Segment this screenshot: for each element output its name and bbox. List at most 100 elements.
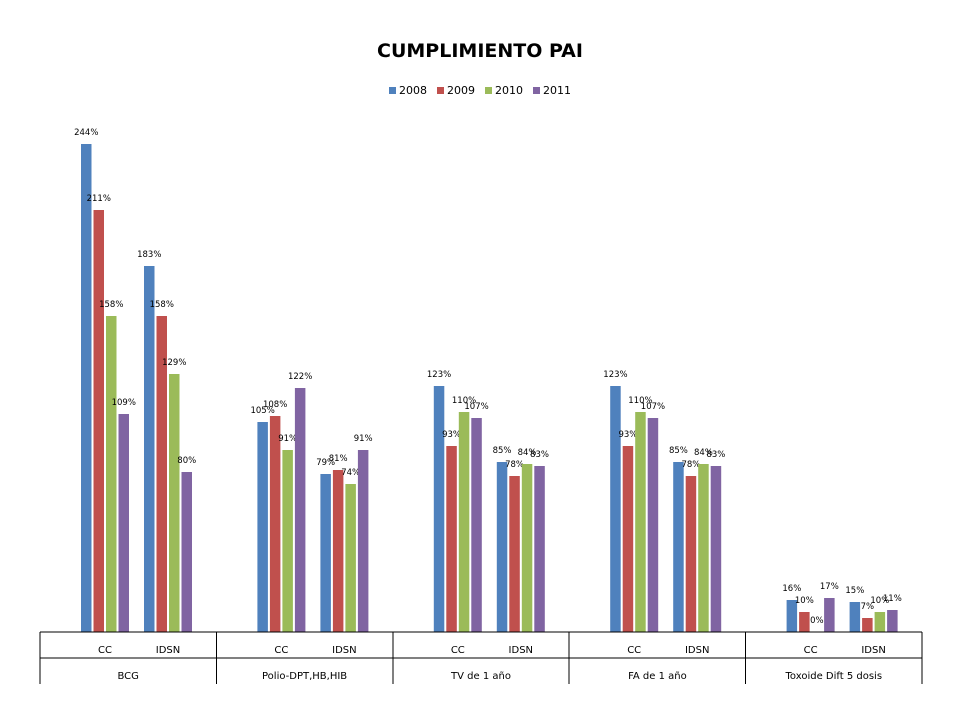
data-label-2010-3: 74% [341,468,360,478]
legend-label-2010: 2010 [495,84,523,97]
bar-2010-4 [458,412,470,632]
bar-2009-5 [509,476,520,632]
bar-2010-5 [521,464,533,632]
data-label-2011-0: 109% [112,398,136,408]
data-label-2008-3: 79% [316,458,335,468]
data-label-2008-6: 123% [603,370,627,380]
bar-2010-2 [282,450,293,632]
data-label-2008-8: 16% [782,584,801,594]
legend-swatch-2010 [485,87,492,94]
tick-label-cc-2: CC [451,645,465,656]
bar-2010-6 [635,412,646,632]
data-label-2010-0: 158% [99,300,123,310]
bar-2008-9 [849,602,861,632]
data-label-2010-5: 84% [518,448,537,458]
bar-2009-0 [93,210,104,632]
data-label-2010-9: 10% [870,596,889,606]
data-label-2010-6: 110% [628,396,652,406]
data-label-2008-7: 85% [669,446,688,456]
bar-2011-5 [534,466,545,632]
data-label-2009-2: 108% [263,400,287,410]
data-label-2011-7: 83% [706,450,725,460]
bar-2011-8 [824,598,835,632]
bar-2008-7 [673,462,684,632]
legend-swatch-2011 [533,87,540,94]
bar-2010-9 [874,612,886,632]
legend-label-2011: 2011 [543,84,571,97]
bar-2011-9 [887,610,898,632]
bar-2011-6 [647,418,659,632]
data-label-2009-4: 93% [442,430,461,440]
tick-label-cc-1: CC [274,645,288,656]
data-label-2010-8: 0% [810,616,824,626]
legend-label-2009: 2009 [447,84,475,97]
group-label-3: FA de 1 año [628,671,687,682]
bar-2009-4 [446,446,457,632]
legend-swatch-2008 [389,87,396,94]
tick-label-idsn-3: IDSN [685,645,709,656]
group-label-1: Polio-DPT,HB,HIB [262,671,347,682]
bar-2009-7 [685,476,697,632]
data-label-2009-3: 81% [329,454,348,464]
data-label-2010-2: 91% [278,434,297,444]
bar-2009-6 [622,446,634,632]
bar-2008-5 [496,462,508,632]
data-label-2011-8: 17% [820,582,839,592]
bar-2008-2 [257,422,268,632]
tick-label-cc-0: CC [98,645,112,656]
data-label-2010-4: 110% [452,396,476,406]
data-label-2010-1: 129% [162,358,186,368]
bar-2008-1 [144,266,155,632]
legend-item-2010: 2010 [485,84,523,97]
tick-label-idsn-2: IDSN [509,645,533,656]
tick-label-idsn-0: IDSN [156,645,180,656]
bar-2011-7 [710,466,722,632]
bar-2010-3 [345,484,356,632]
legend-item-2009: 2009 [437,84,475,97]
data-label-2011-1: 80% [177,456,196,466]
bar-2011-0 [118,414,129,632]
data-label-2011-9: 11% [883,594,902,604]
data-label-2008-4: 123% [427,370,451,380]
data-label-2011-6: 107% [641,402,665,412]
data-label-2009-8: 10% [795,596,814,606]
bar-2008-4 [433,386,445,632]
group-label-2: TV de 1 año [450,671,511,682]
data-label-2008-0: 244% [74,128,98,138]
data-label-2008-9: 15% [845,586,864,596]
bar-2011-3 [357,450,369,632]
bar-2008-0 [81,144,92,632]
bar-2010-1 [169,374,180,632]
bar-2011-4 [471,418,482,632]
group-label-4: Toxoide Dift 5 dosis [785,671,883,682]
bar-2008-8 [786,600,798,632]
data-label-2008-1: 183% [137,250,161,260]
legend-item-2011: 2011 [533,84,571,97]
bar-2009-2 [269,416,281,632]
data-label-2009-6: 93% [618,430,637,440]
bar-2009-8 [799,612,810,632]
data-label-2009-7: 78% [681,460,700,470]
bar-2008-3 [320,474,331,632]
bar-2009-1 [156,316,167,632]
data-label-2011-4: 107% [464,402,488,412]
data-label-2008-5: 85% [493,446,512,456]
data-label-2009-1: 158% [150,300,174,310]
data-label-2009-9: 7% [861,602,875,612]
legend-swatch-2009 [437,87,444,94]
tick-label-idsn-4: IDSN [861,645,885,656]
bar-2011-2 [294,388,306,632]
legend: 2008 2009 2010 2011 [0,84,960,97]
data-label-2009-5: 78% [505,460,524,470]
tick-label-cc-4: CC [804,645,818,656]
bar-2008-6 [610,386,621,632]
legend-item-2008: 2008 [389,84,427,97]
tick-label-cc-3: CC [627,645,641,656]
bar-2011-1 [181,472,192,632]
bar-2010-0 [106,316,117,632]
legend-label-2008: 2008 [399,84,427,97]
data-label-2008-2: 105% [250,406,274,416]
tick-label-idsn-1: IDSN [332,645,356,656]
group-label-0: BCG [117,671,138,682]
